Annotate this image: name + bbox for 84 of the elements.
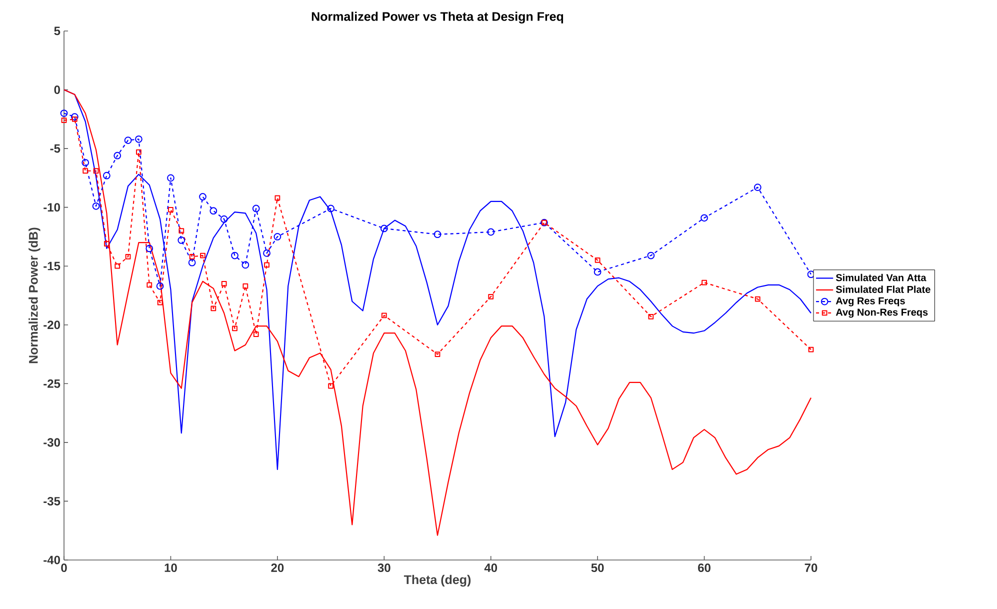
x-tick-label: 10	[164, 564, 177, 572]
point	[178, 236, 186, 244]
point	[754, 296, 760, 302]
point	[380, 224, 388, 232]
point	[92, 202, 100, 210]
chart-title: Normalized Power vs Theta at Design Freq	[312, 12, 564, 24]
point	[167, 174, 174, 182]
point	[135, 135, 142, 143]
point	[210, 306, 216, 312]
x-tick-label: 0	[61, 564, 67, 572]
y-tick-label: -15	[44, 262, 60, 270]
x-tick-label: 20	[271, 564, 284, 572]
legend-label: Avg Res Freqs	[836, 297, 905, 306]
point	[157, 300, 163, 306]
point	[232, 326, 238, 332]
point	[200, 252, 206, 258]
point	[178, 228, 184, 234]
y-tick-label: -5	[50, 144, 60, 153]
point	[253, 332, 259, 337]
point	[808, 346, 814, 352]
point	[146, 244, 154, 252]
x-tick-label: 40	[484, 564, 498, 572]
point	[82, 158, 90, 166]
y-tick-label: -35	[44, 496, 60, 506]
point	[104, 241, 110, 246]
point	[189, 254, 195, 260]
point	[754, 184, 762, 192]
x-tick-label: 50	[591, 564, 604, 572]
point	[263, 249, 270, 257]
y-tick-label: -20	[44, 320, 60, 330]
point	[702, 280, 707, 286]
point	[381, 312, 387, 318]
point	[700, 214, 708, 222]
point	[242, 283, 248, 289]
point	[93, 168, 99, 174]
point	[168, 206, 174, 212]
point	[70, 113, 78, 121]
point	[220, 215, 228, 223]
point	[488, 294, 494, 300]
x-tick-label: 70	[804, 564, 818, 572]
point	[647, 252, 655, 260]
point	[327, 204, 334, 212]
point	[434, 230, 442, 238]
y-tick-label: -40	[44, 556, 60, 564]
point	[648, 314, 654, 320]
point	[136, 149, 142, 155]
point	[124, 136, 132, 144]
y-axis-title: Normalized Power (dB)	[28, 228, 40, 364]
legend-label: Simulated Flat Plate	[836, 286, 930, 293]
y-tick-label: -10	[44, 203, 60, 212]
point	[274, 195, 280, 201]
point	[72, 116, 78, 122]
point	[188, 258, 196, 266]
point	[114, 152, 122, 160]
point	[242, 261, 250, 269]
point	[487, 228, 495, 236]
y-tick-label: -30	[44, 438, 60, 447]
point	[221, 281, 227, 286]
legend-label: Simulated Van Atta	[836, 274, 926, 282]
legend-label: Avg Non-Res Freqs	[836, 308, 928, 318]
x-axis-title: Theta (deg)	[404, 574, 471, 587]
x-tick-label: 30	[378, 564, 390, 572]
point	[61, 118, 67, 124]
point	[231, 252, 238, 260]
point	[252, 204, 260, 212]
point	[146, 282, 152, 288]
point	[274, 233, 282, 240]
point	[210, 207, 218, 215]
y-tick-label: 5	[54, 26, 60, 36]
point	[594, 258, 600, 263]
point	[82, 168, 88, 174]
point	[594, 268, 602, 276]
y-tick-label: -25	[44, 379, 60, 388]
point	[156, 282, 164, 290]
point	[199, 193, 206, 200]
y-tick-label: 0	[54, 86, 60, 94]
point	[102, 172, 110, 180]
point	[264, 262, 270, 268]
point	[125, 254, 131, 260]
x-tick-label: 60	[698, 564, 710, 572]
point	[60, 110, 68, 117]
point	[328, 383, 334, 389]
point	[114, 263, 120, 269]
point	[434, 352, 440, 357]
